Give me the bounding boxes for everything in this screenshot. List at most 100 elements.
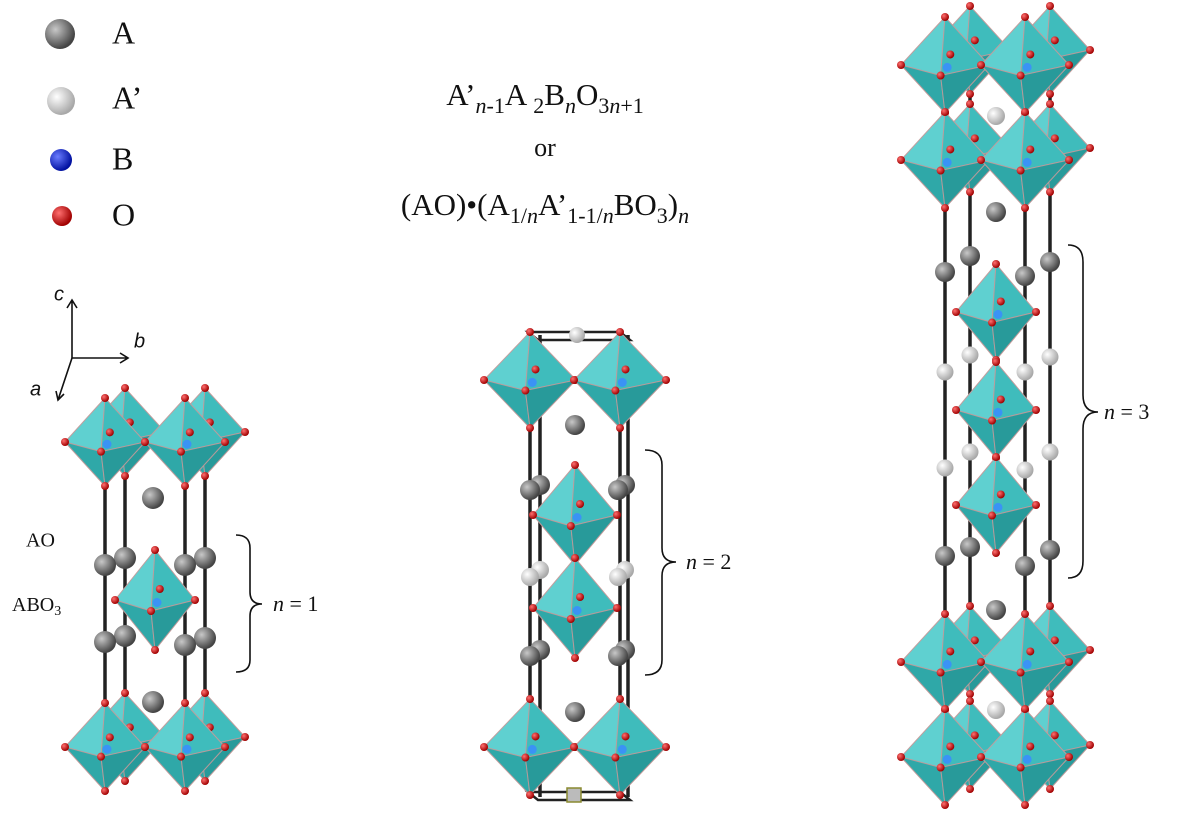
o-atom	[526, 791, 534, 799]
b-atom	[153, 598, 162, 607]
legend-sphere-a-prime	[47, 87, 75, 115]
o-atom	[988, 417, 996, 425]
o-atom	[191, 596, 199, 604]
o-atom	[1065, 156, 1073, 164]
o-atom	[526, 695, 534, 703]
formula-sub: 2	[533, 93, 544, 118]
a-atom	[565, 702, 585, 722]
formula-part: O	[576, 77, 598, 112]
o-atom	[988, 319, 996, 327]
b-atom	[1023, 755, 1032, 764]
o-atom	[241, 733, 249, 741]
unit-cell-atom	[567, 788, 581, 802]
o-atom	[897, 658, 905, 666]
layer-label: ABO3	[12, 594, 61, 620]
a-atom	[565, 415, 585, 435]
o-atom	[992, 453, 1000, 461]
formula-part: )	[668, 187, 678, 222]
o-atom	[992, 549, 1000, 557]
b-atom	[183, 440, 192, 449]
a-atom	[174, 634, 196, 656]
o-atom	[1026, 145, 1034, 153]
b-atom	[994, 503, 1003, 512]
formula-or: or	[534, 133, 556, 162]
o-atom	[480, 376, 488, 384]
o-atom	[567, 615, 575, 623]
o-atom	[570, 743, 578, 751]
o-atom	[1086, 46, 1094, 54]
o-atom	[966, 697, 974, 705]
ap-atom	[1042, 349, 1059, 366]
o-atom	[526, 424, 534, 432]
label-part: n	[273, 591, 284, 616]
o-atom	[941, 610, 949, 618]
o-atom	[570, 376, 578, 384]
o-atom	[941, 13, 949, 21]
o-atom	[101, 482, 109, 490]
o-atom	[576, 500, 584, 508]
o-atom	[941, 801, 949, 809]
o-atom	[616, 791, 624, 799]
o-atom	[529, 511, 537, 519]
b-atom	[943, 158, 952, 167]
o-atom	[977, 753, 985, 761]
o-atom	[1032, 308, 1040, 316]
formula-sub: 3	[657, 203, 668, 228]
o-atom	[576, 593, 584, 601]
a-atom	[194, 627, 216, 649]
o-atom	[611, 754, 619, 762]
a-atom	[94, 631, 116, 653]
o-atom	[106, 428, 114, 436]
o-atom	[1021, 610, 1029, 618]
o-atom	[1065, 753, 1073, 761]
legend-label: A’	[112, 79, 142, 115]
o-atom	[937, 669, 945, 677]
o-atom	[1032, 406, 1040, 414]
o-atom	[241, 428, 249, 436]
a-atom	[1040, 252, 1060, 272]
o-atom	[988, 512, 996, 520]
o-atom	[147, 607, 155, 615]
o-atom	[567, 522, 575, 530]
formula-sub: n	[476, 93, 487, 118]
o-atom	[622, 365, 630, 373]
o-atom	[111, 596, 119, 604]
o-atom	[177, 753, 185, 761]
o-atom	[61, 743, 69, 751]
a-atom	[142, 691, 164, 713]
a-atom	[986, 202, 1006, 222]
o-atom	[101, 394, 109, 402]
o-atom	[97, 753, 105, 761]
b-atom	[573, 606, 582, 615]
o-atom	[121, 777, 129, 785]
o-atom	[101, 787, 109, 795]
legend-label: A	[112, 14, 135, 50]
o-atom	[1046, 602, 1054, 610]
o-atom	[121, 384, 129, 392]
ap-atom	[937, 460, 954, 477]
bracket-label: n = 3	[1104, 399, 1149, 424]
b-atom	[103, 745, 112, 754]
b-atom	[943, 660, 952, 669]
b-atom	[528, 745, 537, 754]
a-atom	[174, 554, 196, 576]
axis-label: b	[134, 330, 145, 352]
o-atom	[966, 188, 974, 196]
o-atom	[1046, 100, 1054, 108]
o-atom	[181, 699, 189, 707]
o-atom	[151, 546, 159, 554]
figure: A A’ B O A’n-1A 2BnO3n+1 or (AO)•(A1/nA’…	[0, 0, 1188, 820]
o-atom	[946, 742, 954, 750]
o-atom	[966, 785, 974, 793]
formula-sub: -1	[487, 93, 505, 118]
o-atom	[141, 743, 149, 751]
a-atom	[608, 646, 628, 666]
formula-part: A’	[446, 77, 475, 112]
o-atom	[1026, 742, 1034, 750]
o-atom	[521, 754, 529, 762]
o-atom	[480, 743, 488, 751]
o-atom	[151, 646, 159, 654]
ap-atom	[569, 327, 585, 343]
axis-label: a	[30, 378, 41, 400]
b-atom	[943, 63, 952, 72]
